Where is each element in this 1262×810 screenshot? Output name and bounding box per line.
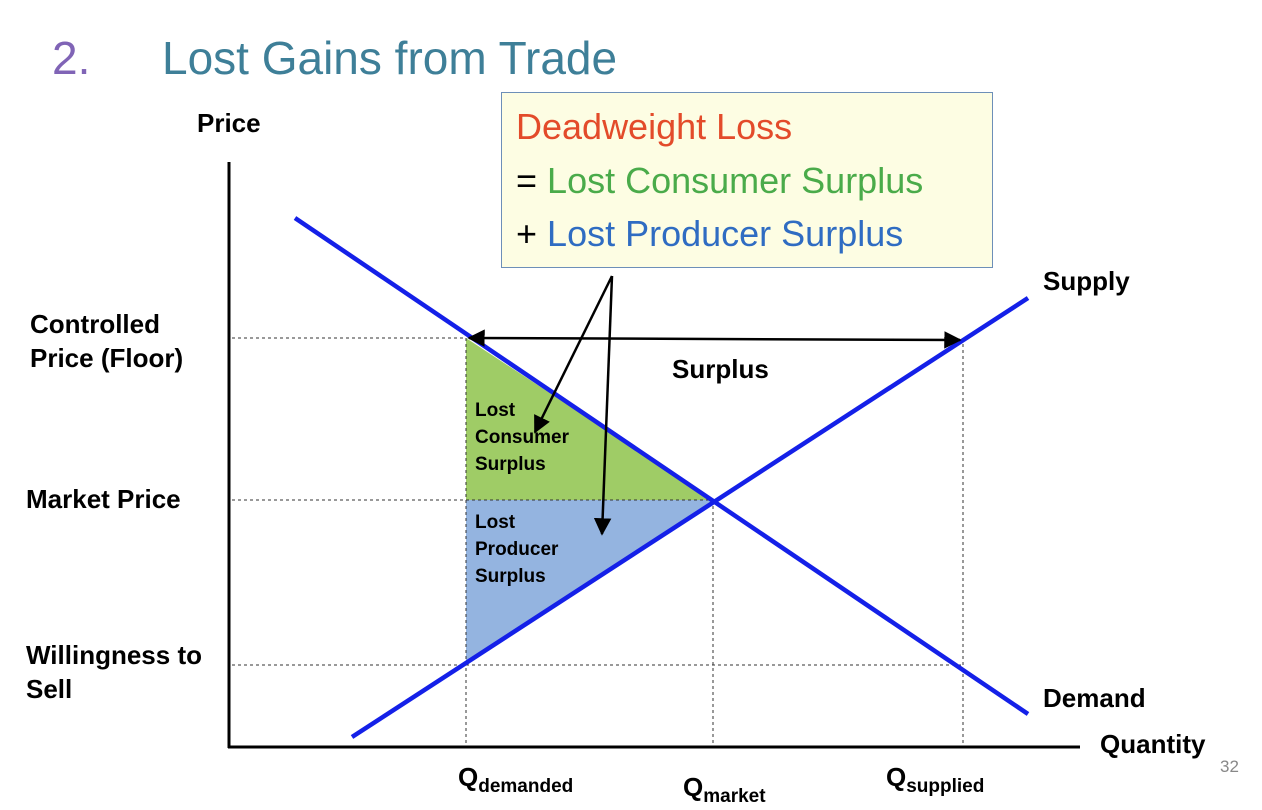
- lost-cs-line3: Surplus: [475, 454, 546, 475]
- page-number: 32: [1220, 757, 1239, 776]
- controlled-price-label-line1: Controlled: [30, 309, 160, 339]
- deadweight-loss-text: Deadweight Loss: [516, 106, 793, 147]
- slide-number-label: 2.: [52, 32, 91, 84]
- wts-label-line1: Willingness to: [26, 640, 202, 670]
- q-demanded-sub: demanded: [478, 776, 574, 797]
- lost-ps-line2: Producer: [475, 539, 559, 560]
- lost-cs-line2: Consumer: [475, 427, 569, 448]
- plus-sign: +: [516, 213, 538, 254]
- x-axis-label: Quantity: [1100, 729, 1206, 759]
- callout-consumer-line: = Lost Consumer Surplus: [516, 159, 923, 203]
- controlled-price-label-line2: Price (Floor): [30, 343, 184, 373]
- callout-arrow-consumer: [533, 275, 614, 434]
- surplus-label: Surplus: [672, 354, 769, 384]
- supply-curve: [350, 296, 1030, 739]
- y-axis-label: Price: [197, 108, 261, 138]
- lost-consumer-surplus-text: Lost Consumer Surplus: [547, 160, 924, 201]
- lost-ps-line3: Surplus: [475, 566, 546, 587]
- wts-label-line2: Sell: [26, 674, 73, 704]
- lost-producer-surplus-label: Lost Producer Surplus: [475, 509, 558, 590]
- surplus-arrow: [467, 329, 962, 349]
- q-market-main: Q: [683, 772, 704, 802]
- callout-arrow-producer: [593, 275, 614, 536]
- q-supplied-sub: supplied: [906, 776, 985, 797]
- market-price-label: Market Price: [26, 484, 181, 514]
- q-supplied-main: Q: [886, 762, 907, 792]
- demand-curve: [293, 216, 1030, 716]
- lost-consumer-surplus-label: Lost Consumer Surplus: [475, 397, 569, 478]
- slide-title: 2. Lost Gains from Trade: [52, 30, 617, 86]
- callout-deadweight-loss: Deadweight Loss: [516, 105, 792, 149]
- lost-producer-surplus-text: Lost Producer Surplus: [547, 213, 904, 254]
- supply-label: Supply: [1043, 266, 1130, 296]
- q-market-label: Qmarket: [683, 770, 766, 808]
- q-demanded-main: Q: [458, 762, 479, 792]
- controlled-price-label: Controlled Price (Floor): [30, 307, 183, 375]
- demand-label: Demand: [1043, 683, 1146, 713]
- q-supplied-label: Qsupplied: [886, 760, 984, 798]
- willingness-to-sell-label: Willingness to Sell: [26, 638, 202, 706]
- q-market-sub: market: [703, 786, 766, 807]
- deadweight-loss-callout: Deadweight Loss = Lost Consumer Surplus …: [501, 92, 993, 268]
- lost-cs-line1: Lost: [475, 400, 516, 421]
- callout-producer-line: + Lost Producer Surplus: [516, 212, 903, 256]
- q-demanded-label: Qdemanded: [458, 760, 573, 798]
- lost-ps-line1: Lost: [475, 512, 516, 533]
- equals-sign: =: [516, 160, 538, 201]
- slide-title-text: Lost Gains from Trade: [162, 32, 618, 84]
